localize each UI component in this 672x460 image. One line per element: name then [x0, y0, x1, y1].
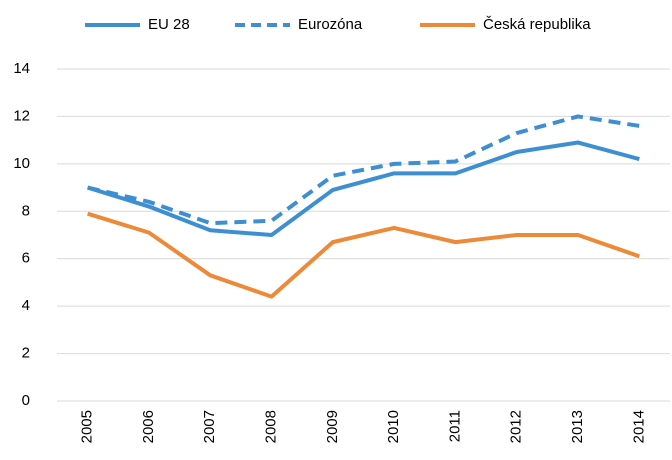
y-tick-label: 10 [13, 155, 30, 172]
y-tick-label: 0 [22, 392, 30, 409]
y-tick-label: 14 [13, 60, 30, 77]
y-tick-label: 2 [22, 345, 30, 362]
x-tick-label: 2012 [508, 410, 525, 443]
legend-label: Česká republika [483, 16, 591, 33]
x-tick-label: 2005 [79, 410, 96, 443]
x-tick-label: 2007 [201, 410, 218, 443]
y-tick-label: 12 [13, 107, 30, 124]
legend-label: EU 28 [148, 16, 190, 33]
y-tick-label: 4 [22, 297, 30, 314]
x-tick-label: 2009 [324, 410, 341, 443]
legend-label: Eurozóna [298, 16, 363, 33]
x-tick-label: 2006 [140, 410, 157, 443]
y-tick-label: 6 [22, 250, 30, 267]
series-line [87, 211, 641, 299]
series-line [87, 114, 640, 226]
x-tick-label: 2011 [446, 410, 463, 442]
x-tick-label: 2013 [569, 410, 586, 443]
x-tick-label: 2010 [385, 410, 402, 443]
x-tick-label: 2008 [263, 410, 280, 443]
series-line [87, 140, 640, 237]
y-tick-label: 8 [22, 202, 30, 219]
x-tick-label: 2014 [630, 410, 647, 443]
